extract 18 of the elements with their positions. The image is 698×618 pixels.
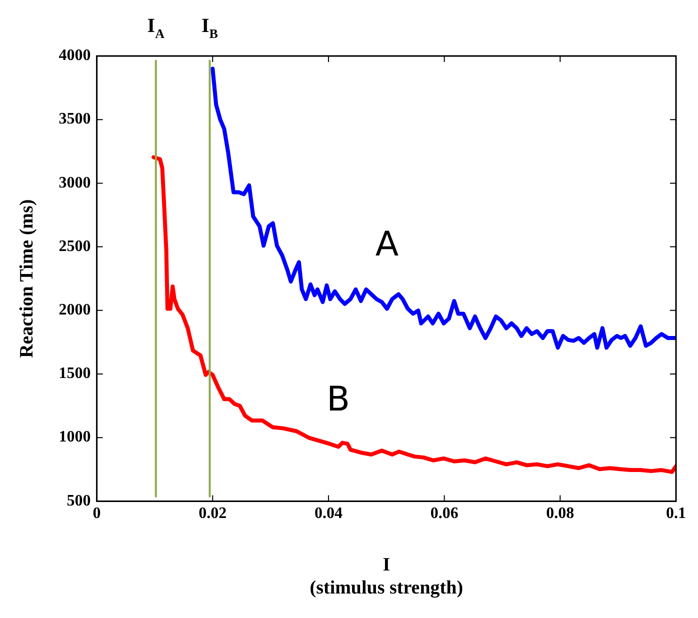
y-tick-label: 3000: [58, 174, 91, 192]
x-tick-label: 0.1: [666, 504, 686, 522]
y-tick-label: 2000: [58, 302, 91, 319]
y-tick-label: 3500: [58, 110, 91, 128]
y-tick-label: 2500: [58, 238, 91, 255]
y-axis-title: Reaction Time (ms): [16, 199, 38, 358]
x-tick-label: 0.04: [314, 504, 342, 522]
y-tick-label: 1000: [58, 428, 91, 446]
x-tick-label: 0.08: [546, 504, 574, 522]
series-label: B: [326, 380, 350, 420]
x-tick-label: 0.06: [430, 504, 458, 522]
y-tick-label: 500: [66, 492, 91, 510]
x-tick-label: 0: [92, 504, 101, 522]
series-label: A: [375, 224, 399, 265]
x-tick-label: 0.02: [198, 504, 227, 522]
y-tick-label: 1500: [58, 365, 91, 382]
y-tick-label: 4000: [58, 47, 91, 64]
x-axis-title: I (stimulus strength): [310, 554, 464, 599]
